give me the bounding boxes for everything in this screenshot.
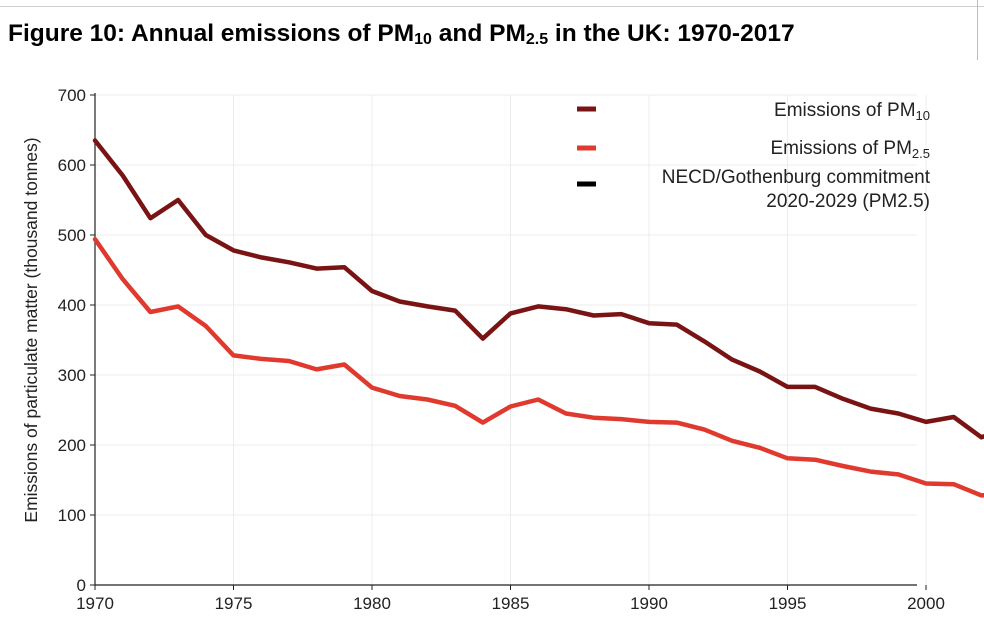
figure-title: Figure 10: Annual emissions of PM10 and … (8, 20, 795, 48)
series-line-1 (92, 236, 984, 498)
y-tick-label: 600 (58, 156, 86, 175)
x-tick-label: 1995 (769, 594, 807, 613)
x-tick-label: 1970 (76, 594, 114, 613)
y-tick-label: 700 (58, 86, 86, 105)
legend-label-2-line2: 2020-2029 (PM2.5) (766, 191, 930, 212)
x-tick-label: 1990 (630, 594, 668, 613)
top-border (0, 0, 984, 8)
x-tick-label: 1985 (492, 594, 530, 613)
y-axis-label: Emissions of particulate matter (thousan… (21, 137, 41, 522)
series-line-0 (92, 138, 984, 440)
y-tick-label: 400 (58, 296, 86, 315)
x-tick-label: 1975 (215, 594, 253, 613)
legend-label-1: Emissions of PM2.5 (770, 138, 930, 161)
y-tick-label: 100 (58, 506, 86, 525)
legend-label-2: NECD/Gothenburg commitment (662, 167, 931, 188)
y-tick-label: 0 (77, 576, 86, 595)
y-tick-label: 300 (58, 366, 86, 385)
y-tick-label: 200 (58, 436, 86, 455)
x-tick-label: 1980 (353, 594, 391, 613)
y-tick-label: 500 (58, 226, 86, 245)
x-tick-label: 2000 (907, 594, 945, 613)
right-border (977, 0, 978, 60)
legend-label-0: Emissions of PM10 (774, 100, 930, 123)
